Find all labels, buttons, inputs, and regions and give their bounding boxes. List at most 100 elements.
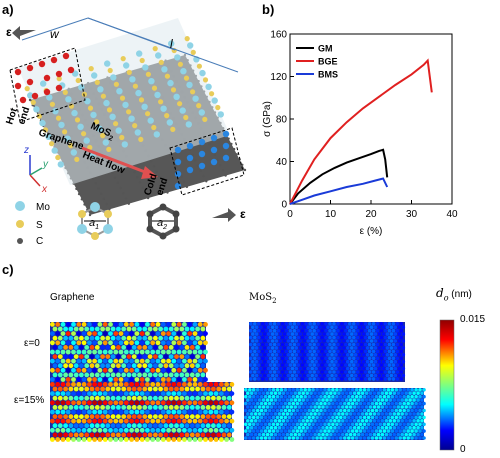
s-atom [151, 124, 157, 131]
atom-cell [418, 436, 422, 440]
atom-cell [320, 370, 324, 374]
atom-cell [189, 326, 195, 332]
mo-atom [102, 139, 110, 146]
atom-cell [121, 423, 127, 429]
atom-cell [100, 432, 105, 438]
atom-cell [361, 359, 366, 364]
atom-cell [139, 437, 145, 442]
atom-cell [253, 419, 258, 423]
atom-cell [139, 349, 145, 355]
atom-cell [153, 326, 158, 332]
s-atom [113, 81, 119, 87]
atom-cell [255, 429, 260, 433]
atom-cell [371, 335, 376, 340]
atom-cell [304, 335, 309, 340]
atom-cell [367, 363, 372, 367]
atom-cell [134, 437, 140, 442]
atom-cell [348, 405, 353, 409]
atom-cell [287, 394, 292, 399]
mo-atom [104, 60, 111, 67]
atom-cell [116, 326, 121, 332]
atom-cell [392, 412, 397, 416]
atom-cell [116, 395, 121, 401]
atom-cell [79, 423, 84, 429]
atom-cell [259, 422, 264, 427]
mo-atom [65, 96, 72, 103]
atom-cell [142, 386, 148, 392]
atom-cell [295, 408, 300, 413]
atom-cell [314, 373, 318, 378]
atom-cell [87, 382, 92, 387]
atom-cell [166, 400, 172, 406]
atom-cell [273, 419, 278, 423]
atom-cell [314, 346, 318, 350]
atom-cell [360, 432, 365, 437]
atom-cell [399, 377, 404, 381]
atom-cell [176, 382, 182, 387]
atom-cell [320, 356, 324, 361]
atom-cell [320, 322, 324, 326]
atom-cell [142, 354, 148, 359]
atom-cell [389, 332, 394, 336]
atom-cell [203, 427, 208, 433]
atom-cell [324, 370, 328, 374]
atom-cell [387, 335, 392, 340]
atom-cell [253, 391, 258, 395]
atom-cell [121, 335, 127, 341]
atom-cell [189, 414, 195, 419]
atom-cell [249, 335, 253, 340]
atom-cell [369, 353, 374, 357]
atom-cell [385, 359, 390, 364]
atom-cell [244, 388, 248, 392]
atom-cell [368, 419, 373, 423]
atom-cell [153, 386, 158, 392]
atom-cell [134, 409, 140, 415]
atom-cell [257, 405, 262, 409]
atom-cell [341, 391, 345, 395]
atom-cell [327, 436, 331, 440]
atom-cell [377, 346, 382, 350]
atom-cell [97, 418, 103, 424]
atom-cell [320, 342, 324, 347]
atom-cell [197, 322, 203, 327]
atom-cell [150, 382, 156, 387]
epsilon-left-label: ε [6, 25, 12, 39]
atom-cell [205, 405, 211, 410]
s-atom [81, 131, 87, 137]
atom-cell [105, 354, 111, 359]
atom-cell [422, 436, 426, 440]
atom-cell [408, 432, 412, 437]
mo-atom [45, 133, 52, 140]
atom-cell [422, 429, 426, 433]
deformation-maps [50, 319, 455, 451]
mo-atom [109, 113, 116, 121]
atom-cell [251, 388, 256, 392]
atom-cell [253, 405, 258, 409]
atom-cell [113, 437, 119, 442]
atom-cell [414, 429, 418, 433]
atom-cell [251, 353, 255, 357]
atom-cell [145, 331, 150, 336]
atom-cell [346, 373, 350, 378]
atom-cell [359, 370, 364, 374]
atom-cell [268, 356, 273, 361]
atom-cell [364, 412, 369, 416]
atom-cell [260, 377, 265, 381]
atom-cell [370, 388, 375, 392]
atom-cell [312, 328, 317, 333]
atom-cell [394, 422, 399, 427]
atom-cell [282, 353, 287, 357]
atom-cell [387, 349, 392, 354]
atom-cell [316, 322, 320, 326]
atom-cell [224, 391, 230, 396]
mo-atom [205, 83, 212, 91]
atom-cell [192, 377, 198, 382]
atom-cell [380, 398, 385, 402]
atom-cell [402, 415, 407, 420]
atom-cell [391, 370, 396, 374]
atom-cell [79, 414, 84, 419]
atom-cell [89, 405, 95, 410]
atom-cell [139, 382, 145, 387]
atom-cell [273, 405, 278, 409]
atom-cell [264, 342, 269, 347]
